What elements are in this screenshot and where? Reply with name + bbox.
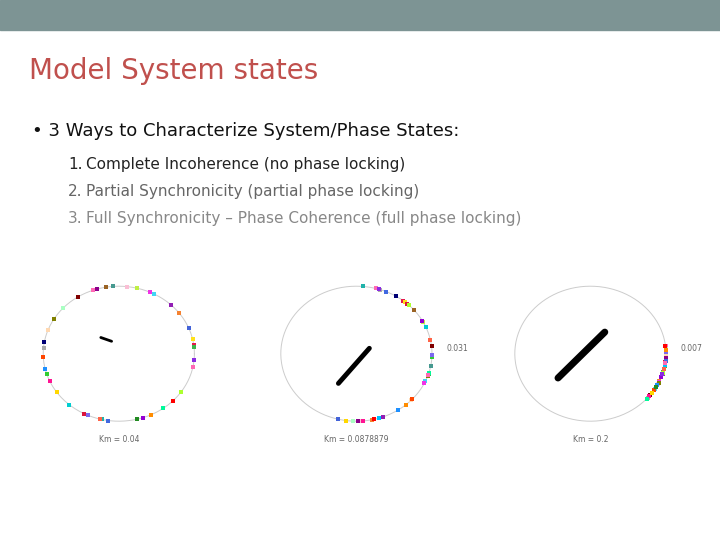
Text: 1.: 1.: [68, 157, 83, 172]
Text: Model System states: Model System states: [29, 57, 318, 85]
Text: Km = 0.0878879: Km = 0.0878879: [324, 435, 389, 444]
Text: Complete Incoherence (no phase locking): Complete Incoherence (no phase locking): [86, 157, 405, 172]
Text: Partial Synchronicity (partial phase locking): Partial Synchronicity (partial phase loc…: [86, 184, 420, 199]
Text: 2.: 2.: [68, 184, 83, 199]
Bar: [0, 0, 720, 30]
Text: • 3 Ways to Characterize System/Phase States:: • 3 Ways to Characterize System/Phase St…: [32, 122, 460, 139]
Text: 0.031: 0.031: [446, 344, 468, 353]
Text: 3.: 3.: [68, 211, 83, 226]
Text: Full Synchronicity – Phase Coherence (full phase locking): Full Synchronicity – Phase Coherence (fu…: [86, 211, 522, 226]
Text: Km = 0.04: Km = 0.04: [99, 435, 139, 444]
Text: 0.007: 0.007: [680, 344, 702, 353]
Text: Km = 0.2: Km = 0.2: [572, 435, 608, 444]
